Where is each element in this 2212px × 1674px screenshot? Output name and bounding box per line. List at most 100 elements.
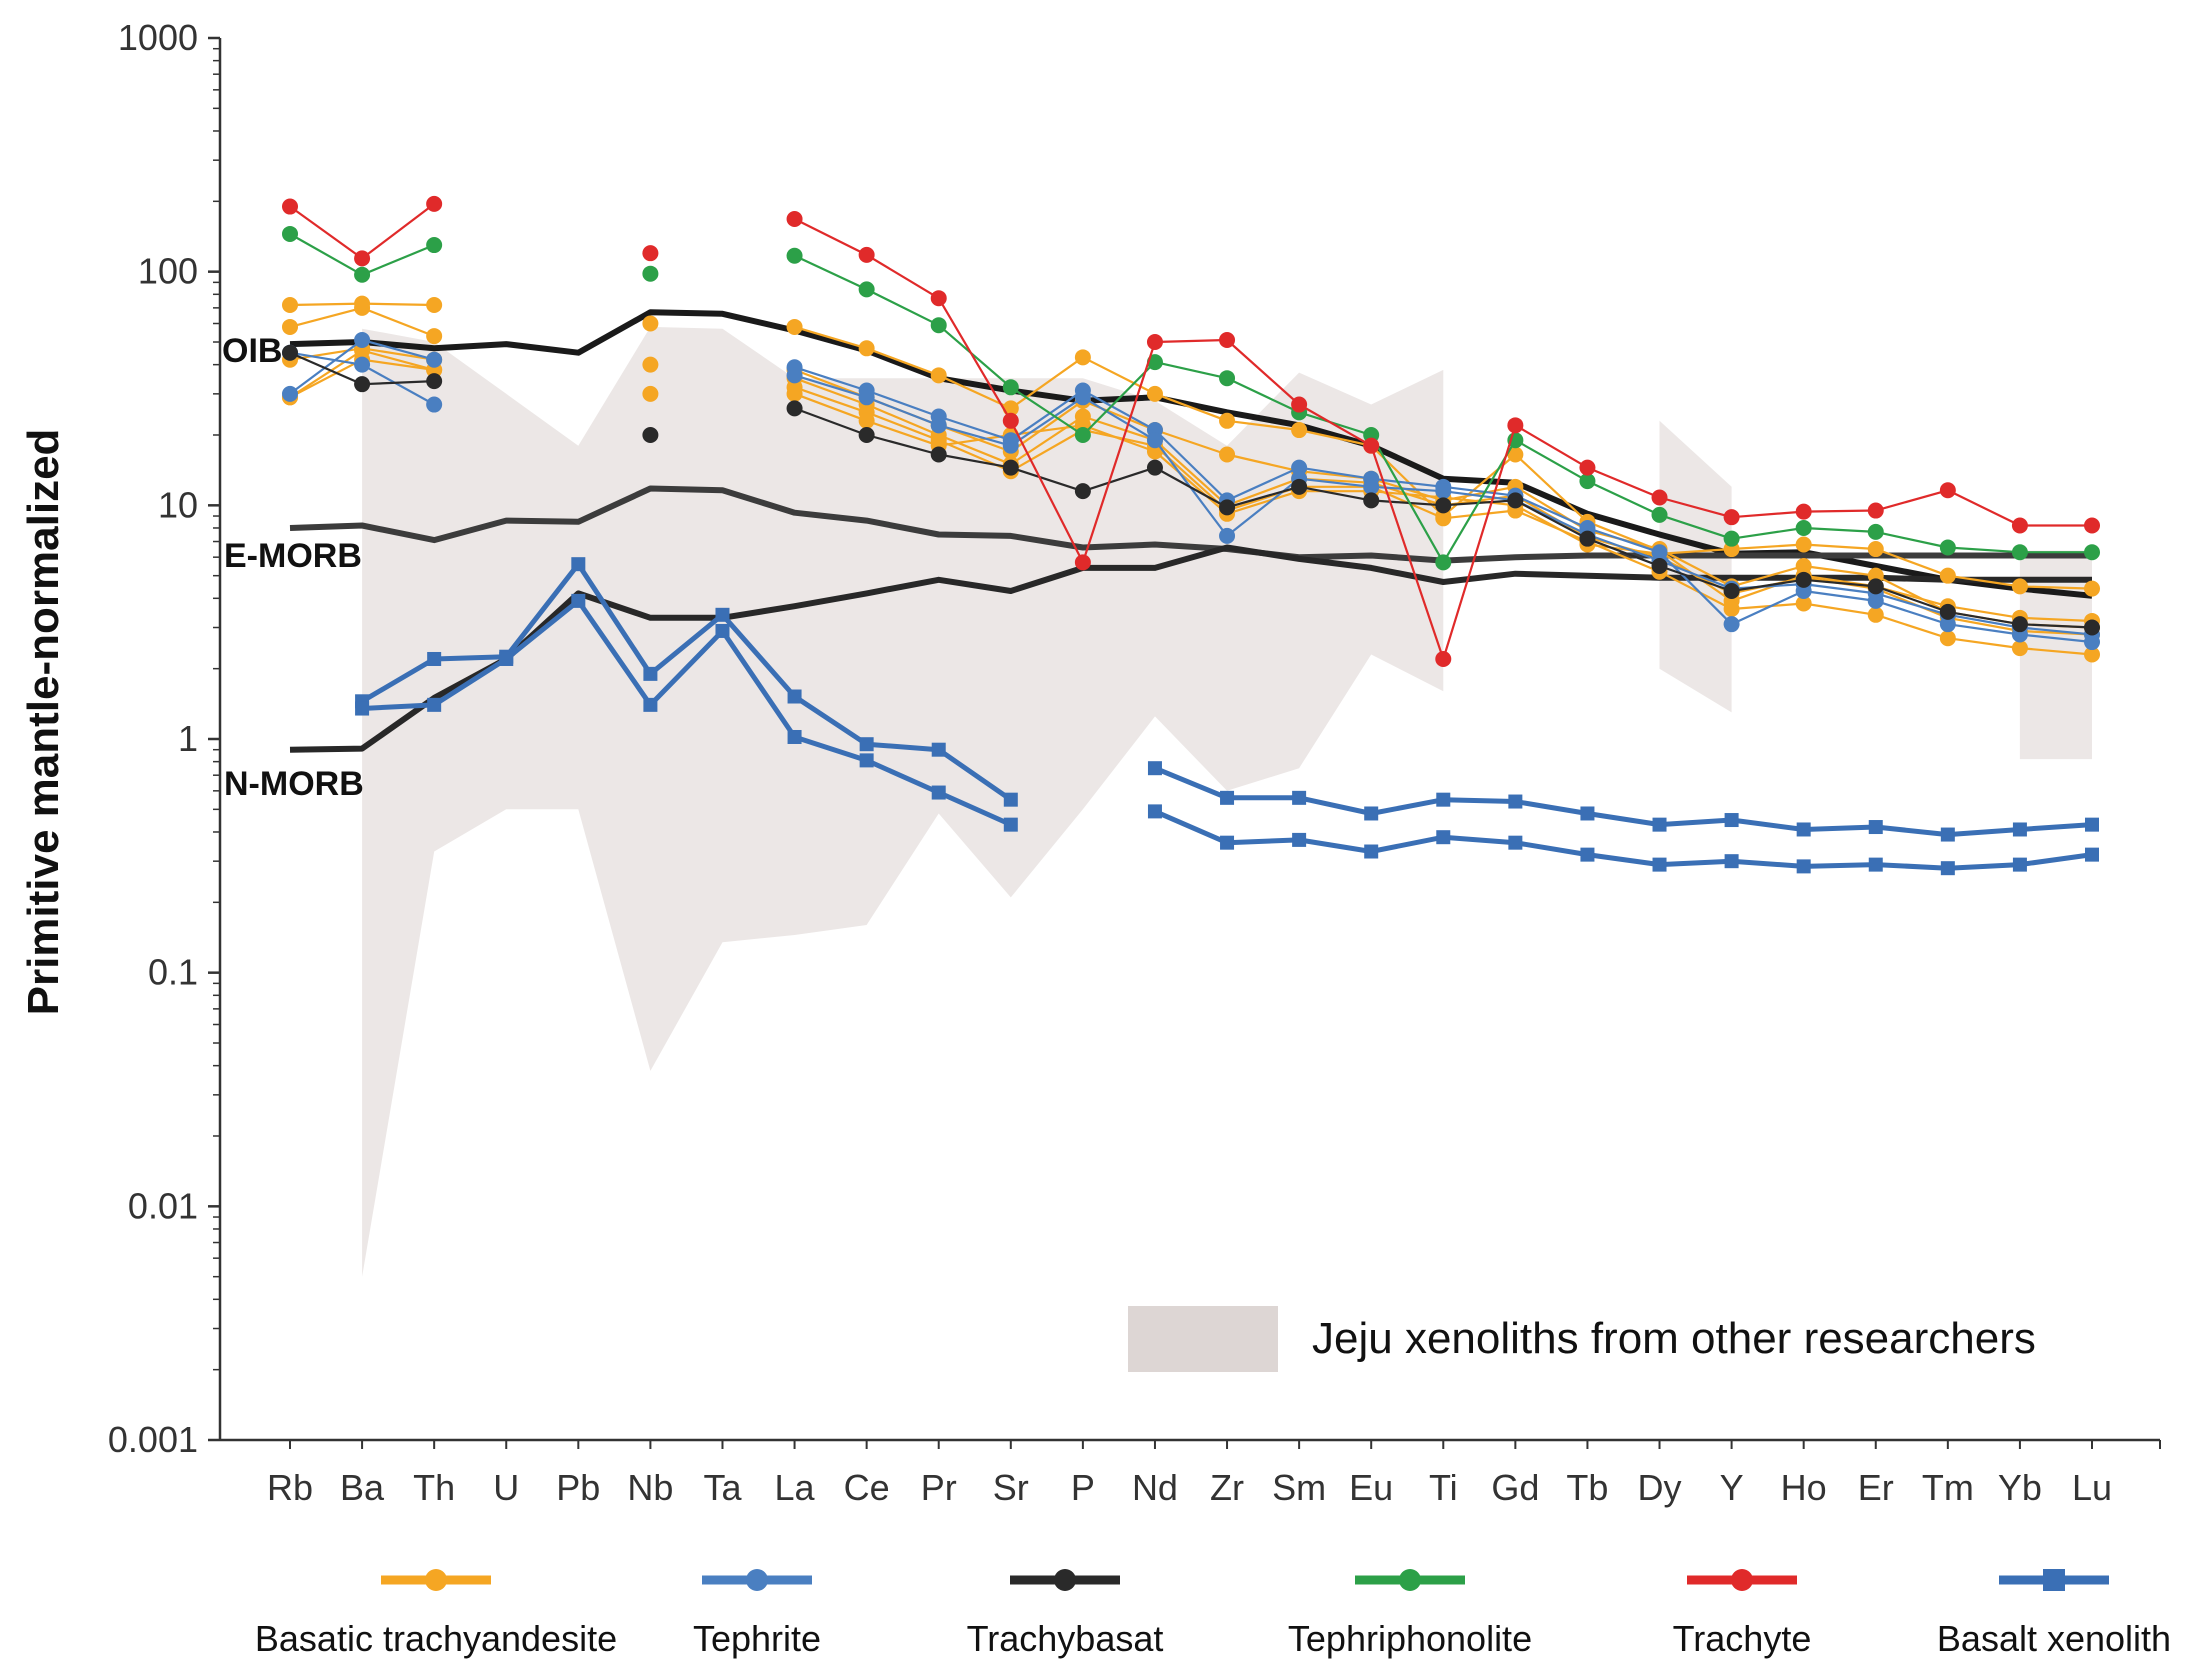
data-point-ho: [1795, 536, 1812, 553]
data-point-zr: [1219, 412, 1236, 429]
data-point-y: [1723, 582, 1740, 599]
legend-label: Basalt xenolith: [1937, 1618, 2171, 1659]
x-tick-label-u: U: [493, 1467, 519, 1508]
data-point-ce: [858, 246, 875, 263]
series-line: [289, 203, 435, 260]
legend-swatch-marker: [746, 1569, 768, 1591]
y-tick-label: 1: [178, 718, 198, 759]
data-point-lu: [2084, 646, 2100, 663]
data-point-la: [786, 211, 803, 228]
shaded-region-legend: Jeju xenoliths from other researchers: [1128, 1306, 2036, 1372]
data-point-th: [426, 195, 443, 212]
data-point-ti: [1435, 510, 1452, 527]
data-point-sm: [1291, 396, 1308, 413]
series-tephriphonolite-sample-1: [282, 225, 2100, 571]
legend-label: Trachybasat: [967, 1618, 1164, 1659]
data-point-ho: [1795, 503, 1812, 520]
x-tick-label-ti: Ti: [1429, 1467, 1458, 1508]
x-tick-label-ba: Ba: [340, 1467, 385, 1508]
data-point-nd: [1146, 385, 1163, 402]
data-point-yb: [2011, 640, 2028, 657]
data-point-th: [427, 651, 442, 666]
data-point-gd: [1508, 794, 1523, 809]
data-point-ba: [354, 250, 371, 267]
data-point-ba: [354, 356, 371, 373]
axes: 0.001 0.01 0.1 1 10 100 1000 Rb Ba Th U Pb Nb Ta La Ce P…: [108, 17, 2161, 1508]
data-point-lu: [2084, 517, 2100, 534]
x-tick-label-ta: Ta: [703, 1467, 742, 1508]
data-point-pr: [930, 290, 947, 307]
data-point-tb: [1579, 530, 1596, 547]
data-point-dy: [1651, 506, 1668, 523]
data-point-nb: [642, 426, 659, 443]
data-point-rb: [282, 198, 298, 215]
data-point-nb: [642, 315, 659, 332]
legend-item-basalt-xenolith: Basalt xenolith: [1937, 1569, 2171, 1659]
data-point-th: [426, 297, 443, 314]
data-point-p: [1074, 389, 1091, 406]
shaded-region-swatch: [1128, 1306, 1278, 1372]
x-tick-label-y: Y: [1720, 1467, 1744, 1508]
data-point-zr: [1219, 499, 1236, 516]
data-point-p: [1074, 349, 1091, 366]
ref-label-n-morb: N-MORB: [224, 765, 364, 803]
data-point-ta: [715, 623, 730, 638]
data-point-sr: [1002, 412, 1019, 429]
data-point-pr: [930, 317, 947, 334]
data-point-nd: [1146, 459, 1163, 476]
y-tick-label: 10: [158, 484, 198, 525]
data-point-eu: [1363, 437, 1380, 454]
data-point-ba: [354, 331, 371, 348]
data-point-dy: [1652, 857, 1667, 872]
x-tick-label-dy: Dy: [1638, 1467, 1682, 1508]
data-point-ce: [858, 340, 875, 357]
series-layer: [282, 195, 2100, 876]
data-point-p: [1074, 426, 1091, 443]
data-point-y: [1724, 854, 1739, 869]
data-point-zr: [1219, 446, 1236, 463]
data-point-zr: [1219, 370, 1236, 387]
data-point-gd: [1507, 492, 1524, 509]
data-point-nd: [1146, 354, 1163, 371]
data-point-la: [787, 689, 802, 704]
data-point-ti: [1435, 497, 1452, 514]
data-point-yb: [2011, 544, 2028, 561]
data-point-sr: [1002, 437, 1019, 454]
x-tick-label-sr: Sr: [993, 1467, 1029, 1508]
data-point-tb: [1580, 806, 1595, 821]
data-point-eu: [1364, 844, 1379, 859]
x-tick-label-la: La: [775, 1467, 816, 1508]
data-point-nb: [643, 666, 658, 681]
data-point-yb: [2011, 616, 2028, 633]
series-line: [1154, 765, 2093, 838]
data-point-eu: [1363, 492, 1380, 509]
data-point-ba: [354, 376, 371, 393]
x-tick-label-lu: Lu: [2072, 1467, 2112, 1508]
legend-swatch-marker: [425, 1569, 447, 1591]
data-point-tm: [1939, 482, 1956, 499]
data-point-zr: [1220, 790, 1235, 805]
data-point-ho: [1795, 558, 1812, 575]
data-point-pr: [930, 417, 947, 434]
data-point-ce: [858, 412, 875, 429]
data-point-rb: [282, 297, 298, 314]
legend-item-basatic-trachyandesite: Basatic trachyandesite: [255, 1569, 617, 1659]
y-tick-label: 0.01: [128, 1185, 198, 1226]
x-tick-label-er: Er: [1858, 1467, 1894, 1508]
data-point-ba: [355, 701, 370, 716]
data-point-pr: [931, 742, 946, 757]
ref-line-oib: [289, 309, 2093, 599]
legend-item-tephriphonolite: Tephriphonolite: [1288, 1569, 1532, 1659]
data-point-tb: [1579, 459, 1596, 476]
data-point-ba: [354, 266, 371, 283]
data-point-er: [1867, 578, 1884, 595]
data-point-ti: [1435, 650, 1452, 667]
data-point-er: [1868, 857, 1883, 872]
data-point-dy: [1651, 558, 1668, 575]
y-tick-label: 0.001: [108, 1419, 198, 1460]
data-point-ba: [354, 299, 371, 316]
legend-item-trachybasat: Trachybasat: [967, 1569, 1164, 1659]
shaded-region-label: Jeju xenoliths from other researchers: [1312, 1314, 2036, 1363]
data-point-er: [1867, 606, 1884, 623]
